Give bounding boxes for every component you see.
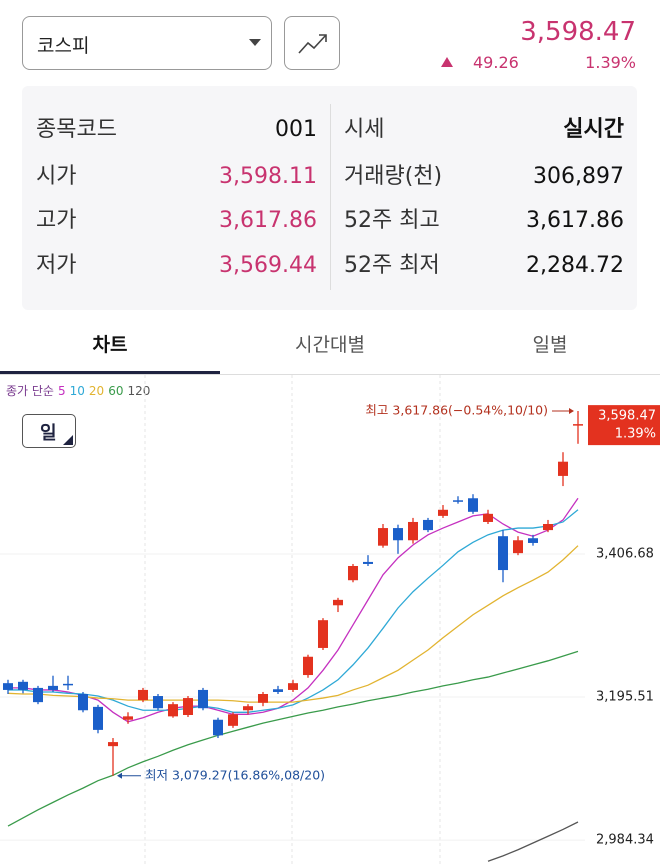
- candle-body: [288, 683, 298, 690]
- change: 49.26: [473, 53, 519, 72]
- info-value: 306,897: [533, 164, 624, 189]
- legend-entry: 10: [69, 384, 85, 398]
- info-value: 001: [275, 117, 317, 142]
- legend-entry: 60: [108, 384, 124, 398]
- low-arrowhead: [117, 772, 122, 779]
- chart-icon: [298, 34, 327, 54]
- candle-body: [393, 528, 403, 541]
- info-label: 52주 최저: [344, 253, 440, 278]
- info-label: 저가: [36, 253, 77, 278]
- tab[interactable]: 차트: [92, 334, 128, 356]
- candle-body: [303, 656, 313, 676]
- up-triangle: [441, 57, 453, 67]
- candle-body: [438, 509, 448, 516]
- candle-body: [348, 565, 358, 581]
- candle-body: [3, 683, 13, 690]
- candle-body: [93, 706, 103, 730]
- candle-body: [423, 519, 433, 531]
- candle-body: [483, 513, 493, 522]
- low-label: 최저 3,079.27(16.86%,08/20): [145, 767, 325, 782]
- candle-body: [363, 561, 373, 564]
- info-panel: [22, 86, 637, 310]
- price: 3,598.47: [520, 17, 636, 47]
- info-value: 3,617.86: [219, 208, 317, 233]
- info-value: 3,617.86: [526, 208, 624, 233]
- corner-mark: [63, 435, 73, 445]
- info-value: 3,569.44: [219, 253, 317, 278]
- divider: [330, 104, 331, 290]
- ma-line: [7, 545, 579, 703]
- info-value: 2,284.72: [526, 253, 624, 278]
- candle-body: [123, 716, 133, 720]
- tab[interactable]: 시간대별: [295, 334, 365, 356]
- chart-button[interactable]: [284, 16, 340, 70]
- legend-entry: 5: [57, 384, 66, 398]
- candle-body: [153, 696, 163, 709]
- ma-line: [7, 650, 579, 827]
- price-tag-value: 3,598.47: [598, 409, 656, 424]
- candle-body: [63, 683, 73, 686]
- high-label: 최고 3,617.86(−0.54%,10/10): [365, 402, 548, 417]
- tab-underline: [0, 371, 220, 374]
- candle-body: [378, 528, 388, 546]
- candle-body: [498, 536, 508, 571]
- candle-body: [48, 685, 58, 690]
- info-value: 실시간: [563, 117, 624, 142]
- info-label: 52주 최고: [344, 208, 440, 233]
- tabs: [0, 318, 660, 375]
- candle-body: [318, 620, 328, 648]
- y-tick-label: 3,406.68: [596, 547, 654, 562]
- info-label: 고가: [36, 208, 77, 233]
- info-label: 시가: [36, 164, 77, 189]
- candle-body: [138, 689, 148, 701]
- candle-body: [543, 524, 553, 531]
- candle-body: [183, 698, 193, 715]
- period-label: 일: [40, 423, 57, 444]
- chart: 2,984.34 3,195.51 3,406.68 최고 3,617.86(−0.5…: [0, 375, 660, 864]
- ma-line: [487, 821, 579, 862]
- candle-body: [513, 540, 523, 554]
- candle-body: [228, 714, 238, 726]
- info-label: 거래량(천): [344, 164, 443, 189]
- candle-body: [243, 706, 253, 711]
- change-pct: 1.39%: [585, 53, 636, 72]
- legend-title: 종가 단순: [6, 384, 54, 398]
- candle-body: [198, 689, 208, 709]
- period-button[interactable]: 일: [22, 414, 76, 448]
- price-tag-pct: 1.39%: [615, 427, 656, 442]
- candle-body: [408, 521, 418, 541]
- tab[interactable]: 일별: [532, 334, 568, 356]
- candle-body: [108, 742, 118, 747]
- legend-entry: 20: [88, 384, 105, 398]
- dropdown-arrow: [249, 39, 261, 46]
- price-tag: [588, 405, 660, 446]
- candle-body: [333, 599, 343, 606]
- candle-body: [258, 694, 268, 703]
- y-tick-label: 2,984.34: [596, 833, 654, 848]
- candle-body: [453, 500, 463, 502]
- candle-body: [273, 689, 283, 692]
- candle-body: [18, 681, 28, 690]
- candle-body: [168, 704, 178, 717]
- index-name: 코스피: [37, 35, 90, 57]
- info-label: 종목코드: [36, 117, 117, 142]
- candle-body: [528, 538, 538, 543]
- ma-line: [8, 509, 579, 713]
- candle-body: [213, 719, 223, 736]
- candle-body: [78, 694, 88, 711]
- info-label: 시세: [344, 117, 385, 142]
- candle-body: [468, 498, 478, 512]
- candle-body: [573, 424, 583, 426]
- high-arrowhead: [569, 407, 574, 414]
- y-tick-label: 3,195.51: [596, 690, 654, 705]
- index-select[interactable]: 코스피: [22, 16, 272, 70]
- candle-body: [558, 461, 568, 476]
- info-value: 3,598.11: [219, 164, 317, 189]
- candle-body: [33, 687, 43, 703]
